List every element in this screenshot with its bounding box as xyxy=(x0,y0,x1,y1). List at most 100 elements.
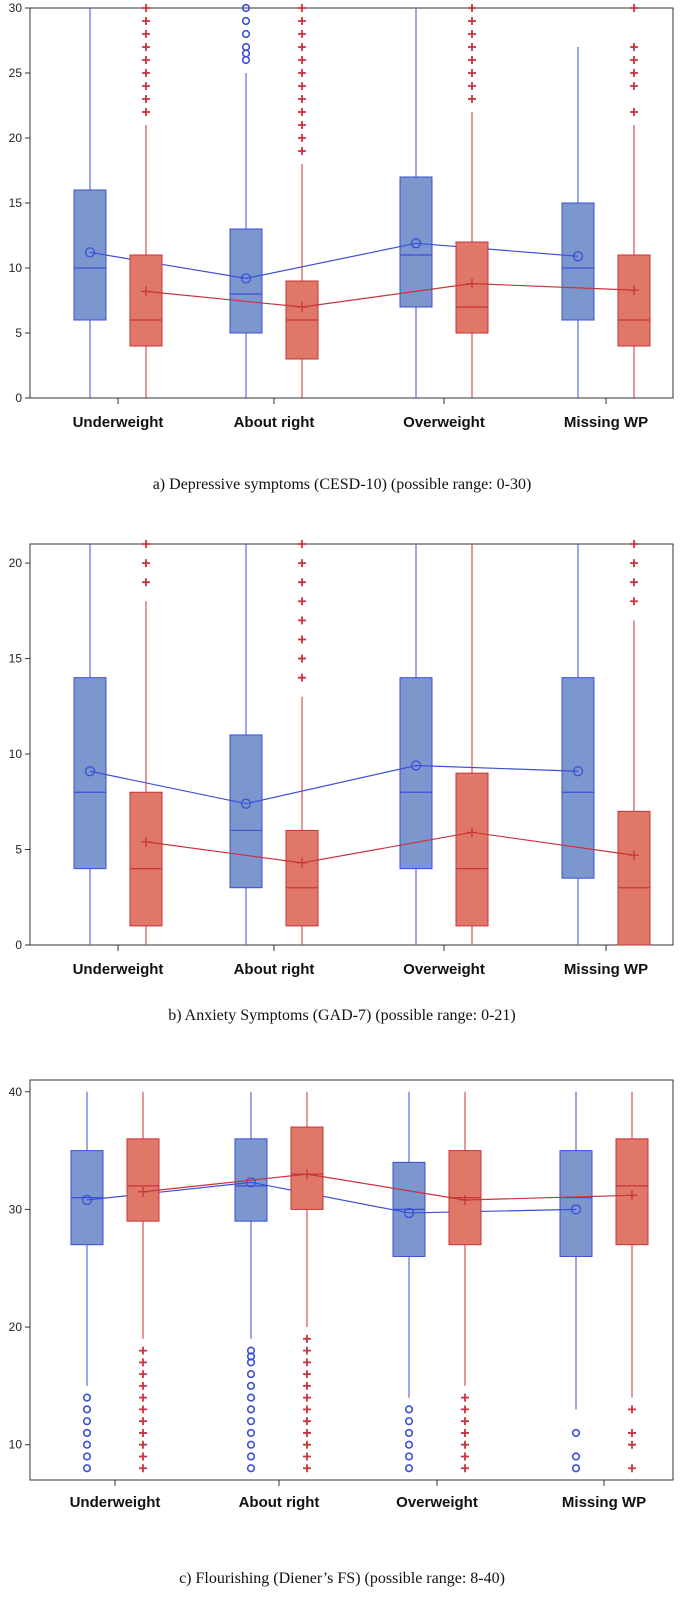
outlier-marker xyxy=(630,578,638,587)
x-tick-label: Missing WP xyxy=(564,961,648,978)
outlier-marker xyxy=(303,1358,311,1367)
mean-line-red xyxy=(145,831,635,864)
outlier-marker xyxy=(298,134,306,142)
outlier-marker xyxy=(303,1440,311,1449)
outlier-marker xyxy=(303,1393,311,1402)
outlier-marker xyxy=(468,43,476,51)
mean-line-blue xyxy=(86,1181,577,1214)
mean-line-red xyxy=(145,282,635,308)
outlier-marker xyxy=(82,1464,92,1473)
outlier-marker xyxy=(628,1428,636,1437)
plot-frame xyxy=(29,543,674,946)
outlier-marker xyxy=(303,1405,311,1414)
outlier-marker xyxy=(468,17,476,25)
iqr-box xyxy=(561,202,595,321)
outlier-marker xyxy=(461,1452,469,1461)
outlier-marker xyxy=(298,95,306,103)
outlier-marker xyxy=(298,654,306,663)
iqr-box xyxy=(399,677,433,870)
outlier-marker xyxy=(241,16,251,26)
box-blue-4 xyxy=(561,544,595,945)
y-tick-label: 0 xyxy=(15,391,22,405)
outlier-marker xyxy=(404,1405,414,1414)
outlier-marker xyxy=(630,597,638,606)
y-tick-label: 20 xyxy=(9,131,23,145)
outlier-marker xyxy=(246,1405,256,1414)
outlier-marker xyxy=(139,1417,147,1426)
mean-marker xyxy=(81,1194,93,1206)
outlier-marker xyxy=(571,1464,581,1473)
x-tick-label: Overweight xyxy=(396,1494,478,1511)
outlier-marker xyxy=(298,69,306,77)
mean-line-red xyxy=(142,1173,633,1201)
outlier-marker xyxy=(246,1393,256,1402)
box-blue-1 xyxy=(73,544,107,945)
plot-frame xyxy=(29,1079,674,1481)
x-tick-label: About right xyxy=(234,961,315,978)
x-tick-label: Missing WP xyxy=(564,414,648,431)
outlier-marker xyxy=(82,1417,92,1426)
iqr-box xyxy=(126,1138,160,1222)
x-tick-label: Missing WP xyxy=(562,1494,646,1511)
outlier-marker xyxy=(142,56,150,64)
outlier-marker xyxy=(303,1452,311,1461)
chart-panel-1: 0 5 10 15 20 25 30 Underweight About right Overwe… xyxy=(9,1,674,493)
chart-caption: b) Anxiety Symptoms (GAD-7) (possible ra… xyxy=(168,1007,516,1024)
outlier-marker xyxy=(246,1417,256,1426)
outlier-marker xyxy=(246,1440,256,1449)
outlier-marker xyxy=(139,1405,147,1414)
mean-marker xyxy=(302,1169,312,1180)
chart-caption: c) Flourishing (Diener’s FS) (possible r… xyxy=(179,1570,505,1587)
outlier-marker xyxy=(468,56,476,64)
x-tick-label: Underweight xyxy=(73,414,164,431)
outlier-marker xyxy=(142,30,150,38)
outlier-marker xyxy=(142,17,150,25)
x-tick-label: About right xyxy=(234,414,315,431)
chart-panel-3: 10 20 30 40 Underweight About right Overweight… xyxy=(9,1079,674,1587)
outlier-marker xyxy=(241,3,251,13)
outlier-marker xyxy=(303,1464,311,1473)
box-red-2 xyxy=(285,4,319,398)
outlier-marker xyxy=(139,1440,147,1449)
iqr-box xyxy=(617,810,651,946)
x-tick-label: About right xyxy=(239,1494,320,1511)
iqr-box xyxy=(561,677,595,879)
outlier-marker xyxy=(139,1346,147,1355)
x-tick-label: Overweight xyxy=(403,414,485,431)
iqr-box xyxy=(129,254,163,347)
box-blue-2 xyxy=(229,544,263,945)
outlier-marker xyxy=(404,1464,414,1473)
outlier-marker xyxy=(82,1405,92,1414)
outlier-marker xyxy=(303,1370,311,1379)
mean-marker xyxy=(84,766,96,777)
outlier-marker xyxy=(241,49,251,58)
outlier-marker xyxy=(630,82,638,90)
box-red-3 xyxy=(455,544,489,945)
outlier-marker xyxy=(628,1440,636,1449)
y-tick-label: 10 xyxy=(9,261,23,275)
iqr-box xyxy=(559,1150,593,1257)
outlier-marker xyxy=(630,540,638,548)
x-tick-label: Overweight xyxy=(403,961,485,978)
iqr-box xyxy=(285,829,319,927)
iqr-box xyxy=(455,772,489,927)
mean-marker xyxy=(240,798,252,809)
outlier-marker xyxy=(82,1393,92,1402)
outlier-marker xyxy=(298,108,306,116)
y-tick-label: 10 xyxy=(9,747,23,761)
box-blue-2 xyxy=(234,1091,268,1473)
box-blue-1 xyxy=(73,8,107,398)
box-red-1 xyxy=(126,1091,160,1473)
mean-marker xyxy=(467,827,477,838)
y-tick-label: 25 xyxy=(9,66,23,80)
mean-marker xyxy=(240,273,252,284)
box-red-2 xyxy=(290,1091,324,1473)
outlier-marker xyxy=(468,4,476,12)
outlier-marker xyxy=(142,69,150,77)
mean-marker xyxy=(297,857,307,868)
outlier-marker xyxy=(241,42,251,52)
mean-marker xyxy=(141,286,151,297)
outlier-marker xyxy=(468,82,476,90)
outlier-marker xyxy=(139,1464,147,1473)
outlier-marker xyxy=(142,108,150,116)
